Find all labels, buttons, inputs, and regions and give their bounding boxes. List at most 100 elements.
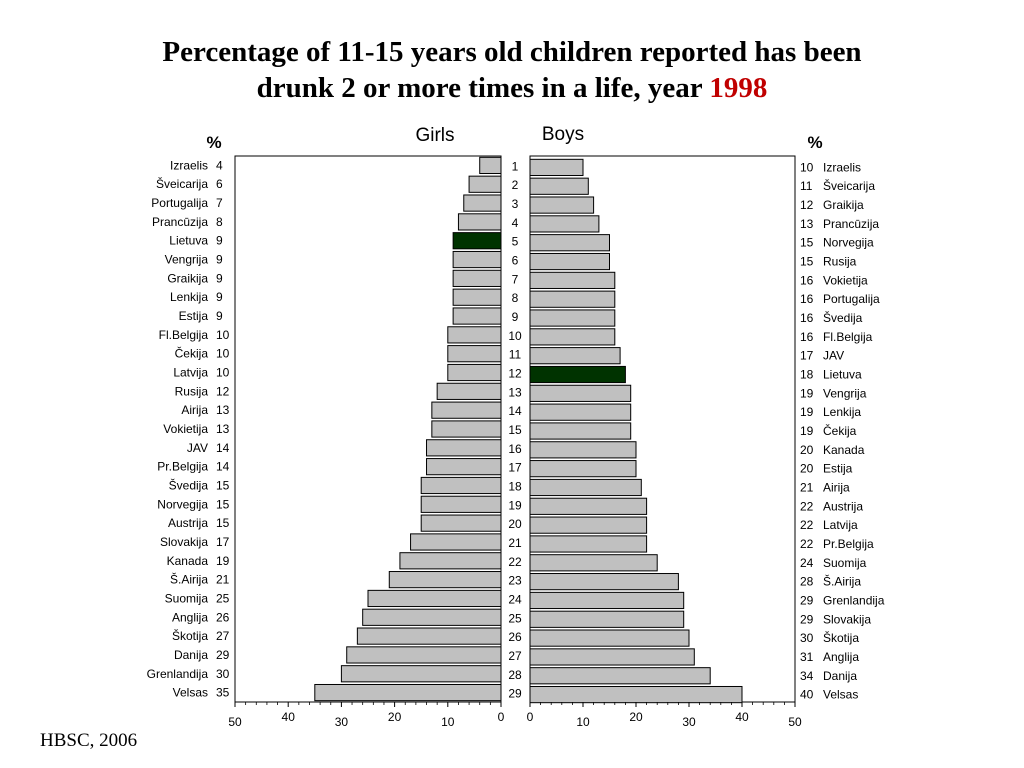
boys-bar [529,215,600,233]
boys-country-label: Lietuva [823,368,862,382]
boys-bar [529,290,616,308]
boys-bar [529,196,595,214]
girls-value-label: 13 [216,422,230,436]
girls-bar [388,571,502,589]
boys-bar [529,234,610,252]
girls-bar [426,439,502,457]
boys-bar [529,271,616,289]
rank-label: 5 [512,235,519,249]
girls-bar [410,533,502,551]
boys-bar [529,441,637,459]
boys-bar [529,535,648,553]
girls-country-label: Airija [181,403,208,417]
chart-title: Percentage of 11-15 years old children r… [0,34,1024,106]
girls-country-label: Švedija [169,477,209,492]
boys-country-label: Grenlandija [823,593,885,607]
rank-label: 17 [508,461,522,475]
rank-label: 11 [509,348,522,362]
girls-bar [452,269,502,287]
boys-value-label: 28 [800,575,814,589]
girls-bar [346,646,502,664]
girls-x-tick-label: 30 [335,715,349,729]
boys-bar [529,347,621,365]
boys-country-label: Austrija [823,499,863,513]
girls-country-label: Portugalija [151,196,208,210]
girls-bar [367,589,502,608]
girls-country-label: Fl.Belgija [159,328,209,342]
boys-bar [529,328,616,346]
rank-label: 27 [508,649,522,663]
rank-label: 19 [508,498,522,512]
girls-value-label: 10 [216,366,230,380]
girls-value-label: 25 [216,591,230,605]
girls-country-label: Šveicarija [156,176,208,191]
boys-country-label: Latvija [823,518,858,532]
rank-label: 13 [508,385,522,399]
girls-value-label: 9 [216,309,223,323]
girls-bar [420,495,502,513]
title-year: 1998 [709,72,768,104]
girls-bar [447,345,502,363]
girls-value-label: 26 [216,610,230,624]
girls-country-label: Danija [174,648,208,662]
girls-bar [468,175,502,193]
rank-label: 25 [508,611,522,625]
boys-bar [529,158,584,177]
boys-bar [529,629,690,647]
girls-value-label: 15 [216,516,230,530]
girls-bar [452,307,502,325]
rank-label: 14 [508,404,522,418]
girls-country-label: Kanada [167,554,209,568]
girls-country-label: Suomija [165,591,209,605]
girls-value-label: 30 [216,667,230,681]
boys-bar [529,252,610,271]
girls-value-label: 15 [216,497,230,511]
boys-value-label: 16 [800,292,814,306]
girls-value-label: 14 [216,441,230,455]
boys-value-label: 12 [800,198,814,212]
girls-bar [452,232,502,250]
boys-country-label: Anglija [823,650,859,664]
girls-country-label: Škotija [172,628,208,643]
rank-label: 2 [512,178,519,192]
boys-country-label: Norvegija [823,236,874,250]
girls-bar [447,363,502,382]
boys-value-label: 31 [800,650,814,664]
girls-bar [436,382,502,400]
boys-country-label: Pr.Belgija [823,537,874,551]
boys-bar [529,460,637,478]
boys-x-tick-label: 10 [576,715,590,729]
boys-value-label: 15 [800,255,814,269]
girls-x-tick-label: 50 [228,715,242,729]
girls-bar [420,514,502,532]
girls-x-tick-label: 20 [388,710,402,724]
boys-value-label: 16 [800,330,814,344]
girls-value-label: 21 [216,573,230,587]
boys-bar [529,384,632,402]
rank-label: 23 [508,574,522,588]
title-line-2: drunk 2 or more times in a life, year 19… [0,70,1024,106]
boys-bar [529,422,632,440]
boys-value-label: 19 [800,424,814,438]
girls-country-label: Izraelis [170,158,208,172]
girls-country-label: Estija [179,309,209,323]
rank-label: 22 [508,555,522,569]
boys-bar [529,309,616,327]
girls-bar [314,683,502,702]
girls-country-label: Norvegija [157,497,208,511]
rank-label: 6 [512,254,519,268]
rank-label: 1 [512,159,519,173]
boys-country-label: Fl.Belgija [823,330,873,344]
girls-percent-symbol: % [206,133,221,152]
girls-value-label: 6 [216,177,223,191]
girls-country-label: Lietuva [169,234,208,248]
rank-label: 28 [508,668,522,682]
girls-country-label: Čekija [175,346,209,361]
boys-country-label: Vengrija [823,386,867,400]
boys-value-label: 16 [800,311,814,325]
girls-value-label: 9 [216,271,223,285]
boys-country-label: Škotija [823,630,859,645]
rank-label: 3 [512,197,519,211]
boys-percent-symbol: % [807,133,822,152]
rank-label: 29 [508,687,522,701]
